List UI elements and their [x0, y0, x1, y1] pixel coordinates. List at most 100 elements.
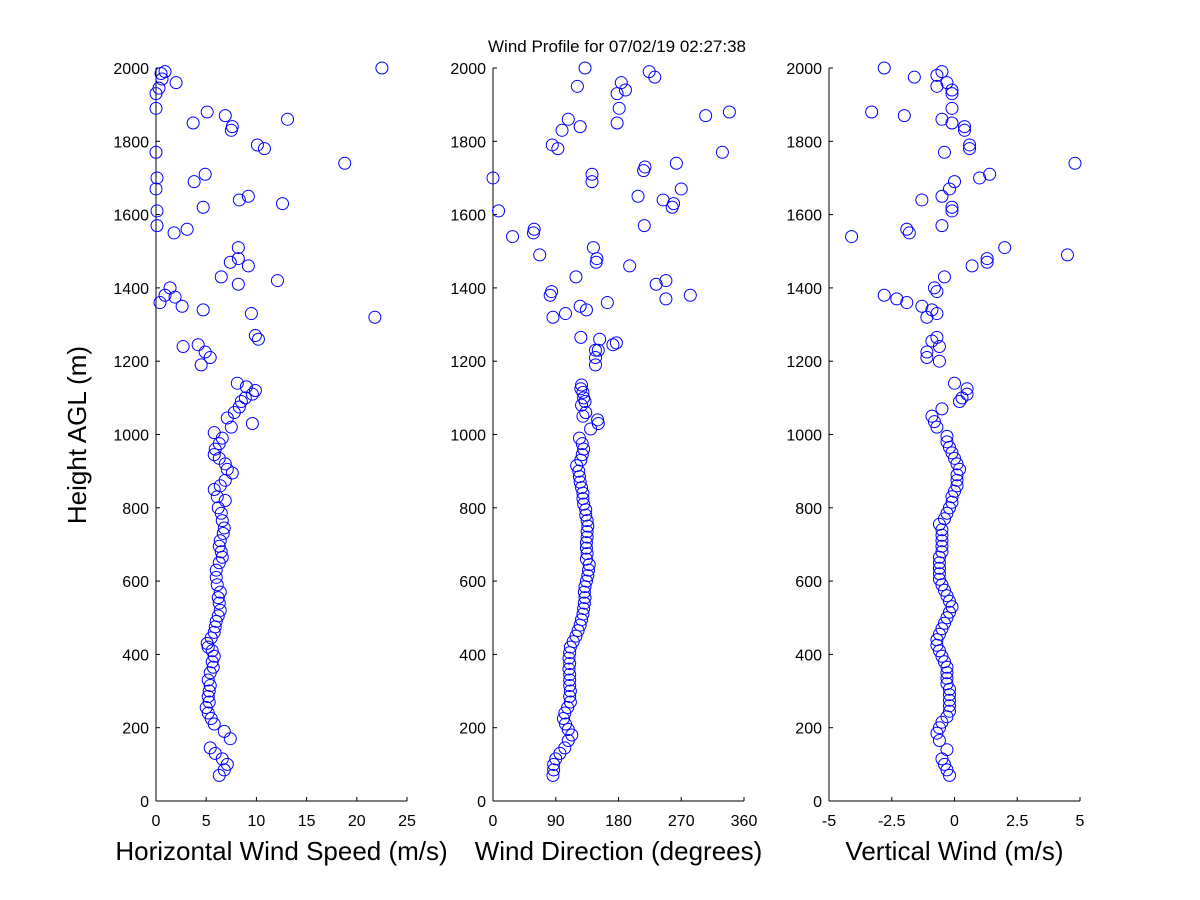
- data-point: [225, 120, 239, 134]
- y-tick-label: 1400: [786, 281, 822, 298]
- data-point: [940, 671, 954, 685]
- data-point: [579, 406, 593, 420]
- data-point: [722, 105, 736, 119]
- data-point: [930, 420, 944, 434]
- data-point: [212, 539, 226, 553]
- data-point: [935, 545, 949, 559]
- data-point: [218, 109, 232, 123]
- data-point: [930, 330, 944, 344]
- data-point: [948, 451, 961, 465]
- data-point: [935, 402, 949, 416]
- data-point: [581, 569, 595, 583]
- data-point: [1060, 248, 1074, 262]
- data-point: [492, 204, 506, 218]
- data-point: [900, 222, 914, 236]
- data-point: [612, 101, 626, 115]
- data-point: [211, 591, 225, 605]
- data-point: [930, 307, 944, 321]
- data-point: [218, 473, 232, 487]
- data-point: [585, 175, 599, 189]
- data-point: [942, 688, 956, 702]
- data-point: [588, 351, 602, 365]
- data-point: [940, 660, 954, 674]
- data-point: [196, 303, 210, 317]
- y-tick-label: 0: [140, 794, 149, 811]
- y-tick-label: 2000: [450, 61, 486, 78]
- data-point: [960, 382, 974, 396]
- data-point: [232, 193, 246, 207]
- data-point: [573, 475, 587, 489]
- data-point: [217, 724, 231, 738]
- data-point: [200, 105, 214, 119]
- y-tick-label: 200: [122, 721, 149, 738]
- data-point: [214, 270, 228, 284]
- y-tick-label: 1000: [786, 428, 822, 445]
- data-point: [556, 712, 570, 726]
- x-axis-label: Horizontal Wind Speed (m/s): [115, 836, 447, 866]
- y-axis-label: Height AGL (m): [62, 346, 92, 524]
- data-point: [958, 123, 972, 137]
- data-point: [950, 468, 964, 482]
- data-point: [224, 420, 238, 434]
- data-point: [248, 329, 262, 343]
- data-point: [561, 112, 575, 126]
- data-point: [614, 76, 628, 90]
- data-point: [940, 589, 954, 603]
- data-point: [176, 340, 190, 354]
- data-point: [212, 596, 226, 610]
- data-point: [973, 171, 987, 185]
- data-point: [276, 197, 290, 211]
- data-point: [945, 446, 959, 460]
- data-point: [669, 156, 683, 170]
- data-point: [207, 448, 221, 462]
- data-point: [186, 116, 200, 130]
- data-point: [940, 743, 954, 757]
- data-point: [942, 693, 956, 707]
- data-point: [998, 241, 1012, 255]
- data-point: [1068, 156, 1082, 170]
- data-point: [210, 490, 224, 504]
- data-point: [206, 660, 220, 674]
- data-point: [231, 241, 245, 255]
- data-point: [588, 343, 602, 357]
- data-point: [244, 307, 258, 321]
- data-point: [606, 338, 620, 352]
- data-point: [935, 528, 949, 542]
- data-point: [877, 61, 891, 75]
- data-point: [198, 345, 212, 359]
- data-point: [580, 547, 594, 561]
- data-point: [575, 398, 589, 412]
- data-point: [563, 679, 577, 693]
- data-point: [897, 109, 911, 123]
- data-point: [940, 611, 954, 625]
- y-tick-label: 400: [795, 647, 822, 664]
- data-point: [558, 741, 572, 755]
- data-point: [580, 514, 594, 528]
- data-point: [575, 378, 589, 392]
- data-point: [211, 609, 225, 623]
- data-point: [563, 695, 577, 709]
- data-point: [547, 763, 561, 777]
- data-point: [577, 596, 591, 610]
- data-point: [575, 613, 589, 627]
- y-tick-label: 1600: [786, 208, 822, 225]
- data-point: [618, 83, 632, 97]
- y-tick-label: 2000: [786, 61, 822, 78]
- data-point: [207, 426, 221, 440]
- data-point: [248, 384, 262, 398]
- data-point: [251, 332, 265, 346]
- data-point: [963, 138, 977, 152]
- data-point: [223, 255, 237, 269]
- data-point: [231, 252, 245, 266]
- data-point: [942, 768, 956, 782]
- data-point: [953, 395, 967, 409]
- data-point: [562, 662, 576, 676]
- data-point: [579, 574, 593, 588]
- data-point: [950, 479, 964, 493]
- data-point: [546, 310, 560, 324]
- data-point: [241, 259, 255, 273]
- data-point: [202, 695, 216, 709]
- data-point: [609, 336, 623, 350]
- data-point: [223, 732, 237, 746]
- x-tick-label: 5: [1076, 813, 1085, 830]
